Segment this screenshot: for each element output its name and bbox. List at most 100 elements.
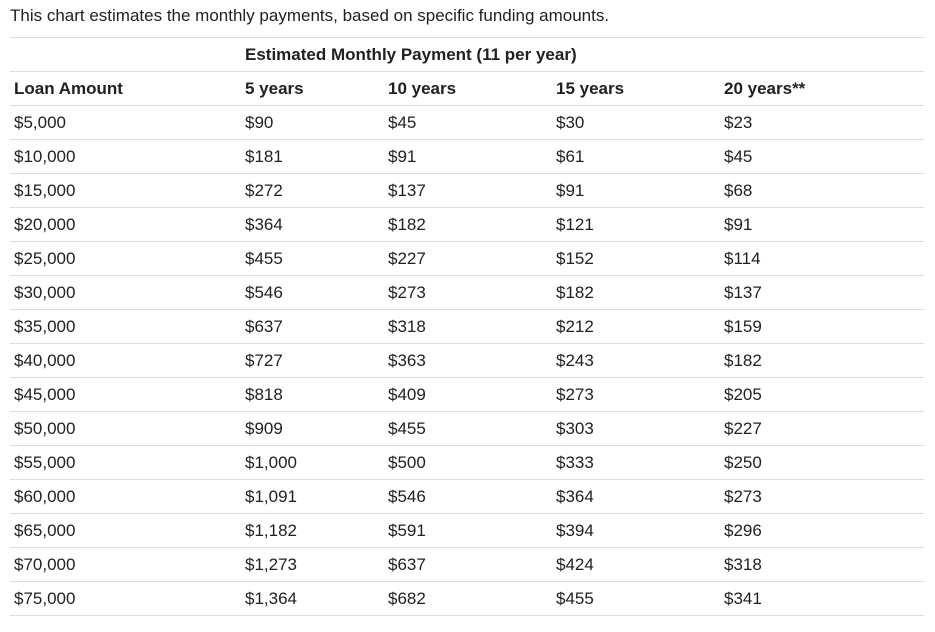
payment-15-years-cell: $182 (552, 275, 720, 310)
payment-5-years-cell: $818 (241, 377, 384, 412)
loan-amount-cell: $75,000 (10, 581, 241, 616)
payment-15-years-cell: $273 (552, 377, 720, 412)
group-header-spacer (10, 37, 241, 72)
table-row: $70,000 $1,273 $637 $424 $318 (10, 547, 924, 582)
payment-20-years-cell: $341 (720, 581, 924, 616)
payment-5-years-cell: $1,091 (241, 479, 384, 514)
payment-5-years-cell: $455 (241, 241, 384, 276)
table-row: $45,000 $818 $409 $273 $205 (10, 377, 924, 412)
loan-amount-cell: $55,000 (10, 445, 241, 480)
payment-20-years-cell: $296 (720, 513, 924, 548)
payment-10-years-cell: $45 (384, 105, 552, 140)
intro-text: This chart estimates the monthly payment… (10, 6, 610, 25)
loan-amount-cell: $70,000 (10, 547, 241, 582)
loan-amount-cell: $25,000 (10, 241, 241, 276)
payment-15-years-cell: $121 (552, 207, 720, 242)
payment-15-years-cell: $303 (552, 411, 720, 446)
payment-5-years-cell: $1,273 (241, 547, 384, 582)
table-row: $60,000 $1,091 $546 $364 $273 (10, 479, 924, 514)
payment-10-years-cell: $318 (384, 309, 552, 344)
table-row: $30,000 $546 $273 $182 $137 (10, 275, 924, 310)
payment-5-years-cell: $909 (241, 411, 384, 446)
payment-20-years-cell: $182 (720, 343, 924, 378)
payment-5-years-cell: $546 (241, 275, 384, 310)
payment-10-years-cell: $591 (384, 513, 552, 548)
loan-amount-cell: $15,000 (10, 173, 241, 208)
column-header-20-years: 20 years** (720, 71, 924, 106)
payment-15-years-cell: $394 (552, 513, 720, 548)
table-row: $55,000 $1,000 $500 $333 $250 (10, 445, 924, 480)
payment-10-years-cell: $500 (384, 445, 552, 480)
payment-5-years-cell: $727 (241, 343, 384, 378)
payment-10-years-cell: $273 (384, 275, 552, 310)
payment-20-years-cell: $250 (720, 445, 924, 480)
payment-15-years-cell: $61 (552, 139, 720, 174)
payment-5-years-cell: $637 (241, 309, 384, 344)
payment-20-years-cell: $91 (720, 207, 924, 242)
table-row: $5,000 $90 $45 $30 $23 (10, 105, 924, 140)
payment-5-years-cell: $272 (241, 173, 384, 208)
payment-20-years-cell: $159 (720, 309, 924, 344)
loan-amount-cell: $65,000 (10, 513, 241, 548)
payment-15-years-cell: $333 (552, 445, 720, 480)
loan-amount-cell: $30,000 (10, 275, 241, 310)
loan-amount-cell: $40,000 (10, 343, 241, 378)
loan-amount-cell: $45,000 (10, 377, 241, 412)
payment-20-years-cell: $23 (720, 105, 924, 140)
payment-20-years-cell: $137 (720, 275, 924, 310)
loan-amount-cell: $10,000 (10, 139, 241, 174)
table-row: $75,000 $1,364 $682 $455 $341 (10, 581, 924, 616)
payment-15-years-cell: $152 (552, 241, 720, 276)
table-row: $25,000 $455 $227 $152 $114 (10, 241, 924, 276)
payment-15-years-cell: $30 (552, 105, 720, 140)
payment-20-years-cell: $205 (720, 377, 924, 412)
payment-20-years-cell: $45 (720, 139, 924, 174)
payment-20-years-cell: $273 (720, 479, 924, 514)
payment-10-years-cell: $637 (384, 547, 552, 582)
column-header-5-years: 5 years (241, 71, 384, 106)
loan-amount-cell: $5,000 (10, 105, 241, 140)
payment-5-years-cell: $1,000 (241, 445, 384, 480)
payment-5-years-cell: $1,364 (241, 581, 384, 616)
payment-5-years-cell: $364 (241, 207, 384, 242)
payment-20-years-cell: $68 (720, 173, 924, 208)
payment-15-years-cell: $212 (552, 309, 720, 344)
payment-20-years-cell: $114 (720, 241, 924, 276)
table-row: $35,000 $637 $318 $212 $159 (10, 309, 924, 344)
column-header-15-years: 15 years (552, 71, 720, 106)
group-header: Estimated Monthly Payment (11 per year) (241, 37, 924, 72)
payment-5-years-cell: $181 (241, 139, 384, 174)
table-row: $50,000 $909 $455 $303 $227 (10, 411, 924, 446)
table-row: $15,000 $272 $137 $91 $68 (10, 173, 924, 208)
payment-10-years-cell: $455 (384, 411, 552, 446)
table-row: $10,000 $181 $91 $61 $45 (10, 139, 924, 174)
payment-table: Estimated Monthly Payment (11 per year) … (10, 37, 924, 616)
payment-10-years-cell: $409 (384, 377, 552, 412)
payment-10-years-cell: $91 (384, 139, 552, 174)
payment-15-years-cell: $455 (552, 581, 720, 616)
column-header-10-years: 10 years (384, 71, 552, 106)
payment-5-years-cell: $1,182 (241, 513, 384, 548)
loan-amount-cell: $35,000 (10, 309, 241, 344)
loan-amount-cell: $20,000 (10, 207, 241, 242)
group-header-row: Estimated Monthly Payment (11 per year) (10, 37, 924, 72)
column-header-row: Loan Amount 5 years 10 years 15 years 20… (10, 71, 924, 106)
payment-5-years-cell: $90 (241, 105, 384, 140)
payment-15-years-cell: $424 (552, 547, 720, 582)
table-row: $65,000 $1,182 $591 $394 $296 (10, 513, 924, 548)
payment-10-years-cell: $546 (384, 479, 552, 514)
payment-10-years-cell: $137 (384, 173, 552, 208)
payment-10-years-cell: $227 (384, 241, 552, 276)
column-header-loan-amount: Loan Amount (10, 71, 241, 106)
payment-20-years-cell: $318 (720, 547, 924, 582)
loan-amount-cell: $60,000 (10, 479, 241, 514)
payment-20-years-cell: $227 (720, 411, 924, 446)
payment-10-years-cell: $363 (384, 343, 552, 378)
payment-10-years-cell: $182 (384, 207, 552, 242)
payment-15-years-cell: $364 (552, 479, 720, 514)
payment-15-years-cell: $91 (552, 173, 720, 208)
table-row: $40,000 $727 $363 $243 $182 (10, 343, 924, 378)
loan-amount-cell: $50,000 (10, 411, 241, 446)
table-row: $20,000 $364 $182 $121 $91 (10, 207, 924, 242)
payment-10-years-cell: $682 (384, 581, 552, 616)
